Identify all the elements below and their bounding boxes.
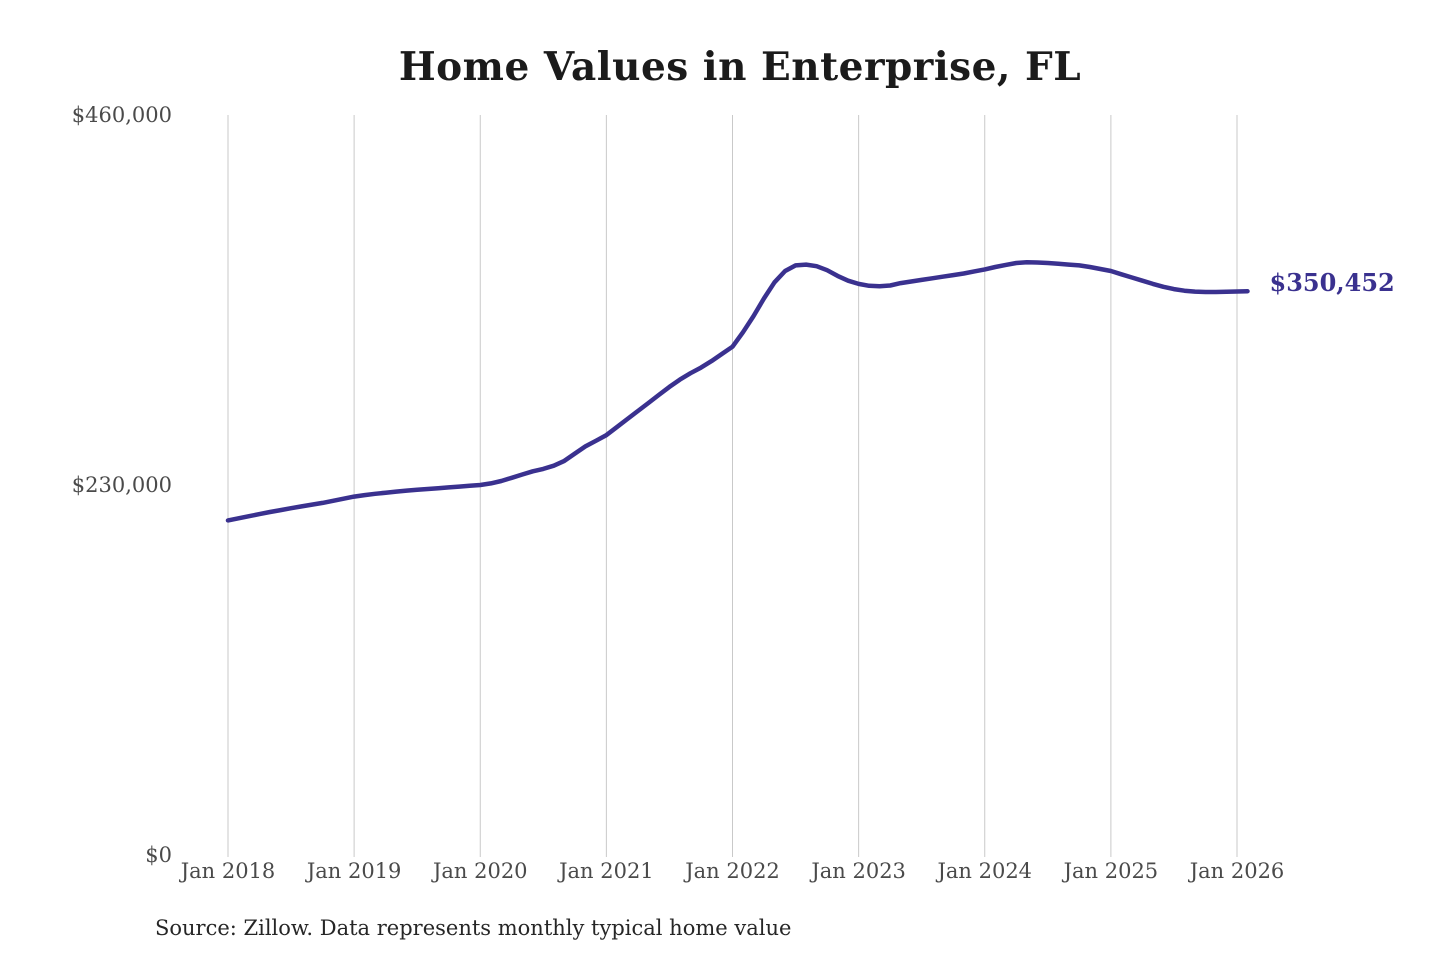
x-axis-tick-label: Jan 2024 bbox=[937, 859, 1033, 883]
chart-title: Home Values in Enterprise, FL bbox=[398, 44, 1082, 90]
source-note: Source: Zillow. Data represents monthly … bbox=[155, 916, 792, 940]
x-axis-tick-label: Jan 2019 bbox=[306, 859, 402, 883]
x-axis-tick-label: Jan 2022 bbox=[685, 859, 780, 883]
latest-value-label: $350,452 bbox=[1269, 268, 1395, 298]
x-axis-tick-label: Jan 2021 bbox=[559, 859, 654, 883]
home-value-line bbox=[225, 259, 1250, 523]
x-axis-tick-label: Jan 2026 bbox=[1189, 859, 1285, 883]
x-axis-tick-label: Jan 2025 bbox=[1063, 859, 1159, 883]
x-axis-tick-label: Jan 2023 bbox=[811, 859, 906, 883]
y-axis-tick-label: $230,000 bbox=[71, 473, 172, 497]
y-axis-tick-label: $460,000 bbox=[71, 103, 172, 127]
x-axis-tick-label: Jan 2020 bbox=[432, 859, 528, 883]
x-axis-tick-label: Jan 2018 bbox=[180, 859, 276, 883]
y-axis-tick-label: $0 bbox=[145, 843, 172, 867]
